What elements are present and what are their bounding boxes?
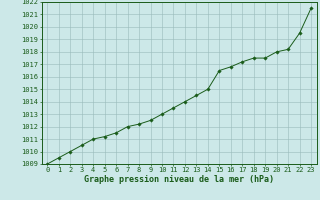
X-axis label: Graphe pression niveau de la mer (hPa): Graphe pression niveau de la mer (hPa)	[84, 175, 274, 184]
